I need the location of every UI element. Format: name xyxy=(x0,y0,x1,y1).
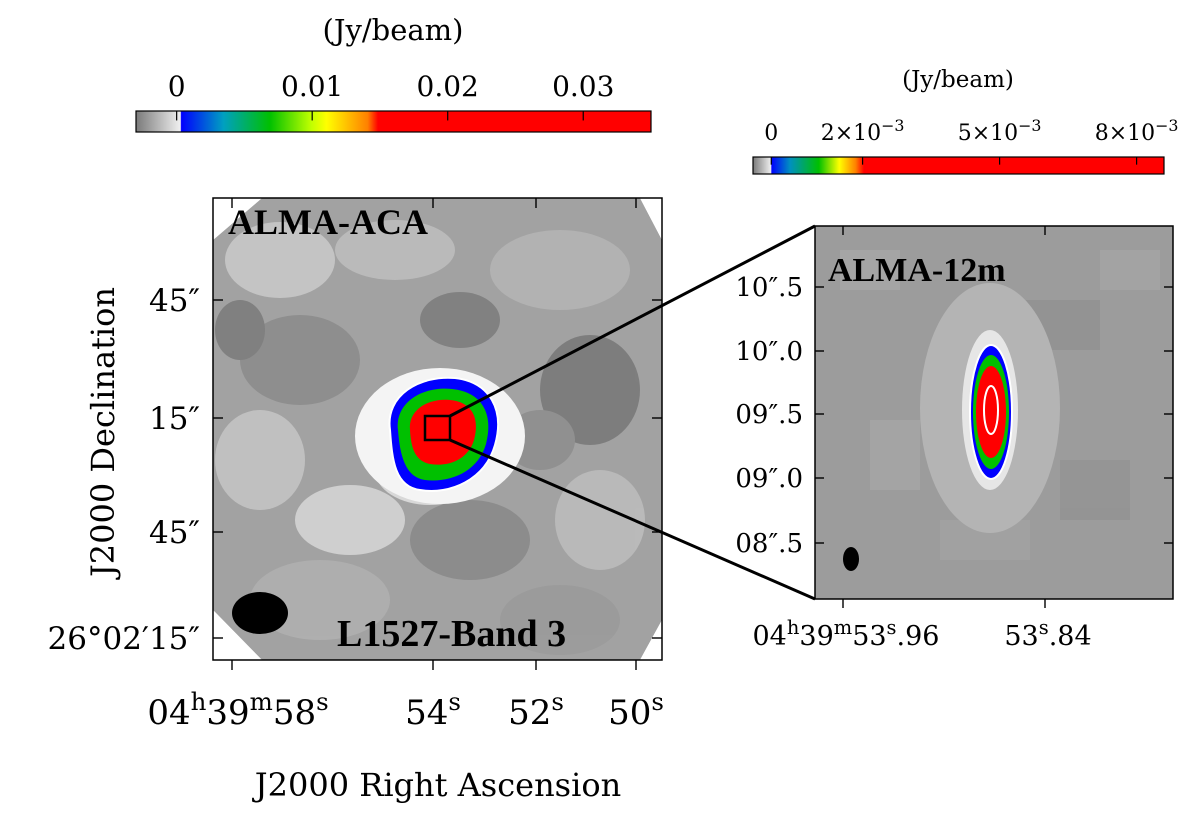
colorbar-tick-label: 5×10−3 xyxy=(958,116,1042,147)
left-y-ticks: 45″ 15″ 45″ 26°02′15″ xyxy=(48,283,662,657)
right-y-tick-label: 10″.5 xyxy=(735,273,803,303)
colorbar-left-tick-labels: 0 0.01 0.02 0.03 xyxy=(168,70,615,103)
right-x-ticks: 04h39m53s.96 53s.84 xyxy=(753,226,1092,652)
left-y-tick-label: 45″ xyxy=(149,515,200,551)
left-y-tick-label: 45″ xyxy=(149,283,200,319)
left-x-tick-label: 54s xyxy=(405,687,461,734)
colorbar-tick-label: 0.03 xyxy=(552,70,614,103)
left-y-axis-label: J2000 Declination xyxy=(84,287,122,580)
right-panel: ALMA-12m 10″.5 10″.0 09″.5 09″.0 08″.5 04h39… xyxy=(735,225,1174,652)
left-x-tick-label: 50s xyxy=(608,687,664,734)
colorbar-tick-label: 8×10−3 xyxy=(1095,116,1179,147)
colorbar-right: (Jy/beam) 0 2×10−3 5×10−3 8×10−3 xyxy=(752,67,1178,175)
left-x-tick-label: 52s xyxy=(508,687,564,734)
beam-ellipse-left xyxy=(232,592,288,634)
colorbar-tick-label: 0.02 xyxy=(417,70,479,103)
right-panel-label-top: ALMA-12m xyxy=(828,252,1006,289)
colorbar-left-bar xyxy=(135,110,652,133)
left-x-axis-label: J2000 Right Ascension xyxy=(252,766,621,804)
left-map-image xyxy=(213,198,662,660)
colorbar-right-unit: (Jy/beam) xyxy=(902,67,1014,93)
zoom-connector xyxy=(449,224,816,601)
left-x-tick-label: 04h39m58s xyxy=(147,687,328,734)
right-y-tick-label: 08″.5 xyxy=(735,529,803,559)
right-y-ticks: 10″.5 10″.0 09″.5 09″.0 08″.5 xyxy=(735,273,1173,559)
colorbar-left: (Jy/beam) 0 0.01 0.02 0.03 xyxy=(135,13,652,133)
colorbar-tick-label: 0.01 xyxy=(281,70,343,103)
left-panel-label-top: ALMA-ACA xyxy=(228,202,428,242)
right-x-tick-label: 04h39m53s.96 xyxy=(753,616,940,653)
right-map-image xyxy=(815,226,1173,599)
left-y-tick-label: 26°02′15″ xyxy=(48,621,200,657)
left-x-ticks: 04h39m58s 54s 52s 50s xyxy=(147,198,664,733)
beam-ellipse-right xyxy=(843,547,859,571)
colorbar-left-unit: (Jy/beam) xyxy=(323,13,464,47)
colorbar-tick-label: 2×10−3 xyxy=(821,116,905,147)
colorbar-right-tick-labels: 0 2×10−3 5×10−3 8×10−3 xyxy=(764,116,1178,147)
right-y-tick-label: 09″.5 xyxy=(735,400,803,430)
right-x-tick-label: 53s.84 xyxy=(1004,616,1091,653)
colorbar-tick-label: 0 xyxy=(168,70,186,103)
colorbar-right-bar xyxy=(752,156,1165,175)
left-panel-label-bottom: L1527-Band 3 xyxy=(337,613,566,655)
right-y-tick-label: 10″.0 xyxy=(735,337,803,367)
left-panel: ALMA-ACA L1527-Band 3 45″ 15″ 45″ 26°02′15″… xyxy=(48,197,664,804)
right-y-tick-label: 09″.0 xyxy=(735,464,803,494)
left-y-tick-label: 15″ xyxy=(149,401,200,437)
colorbar-tick-label: 0 xyxy=(764,121,778,146)
